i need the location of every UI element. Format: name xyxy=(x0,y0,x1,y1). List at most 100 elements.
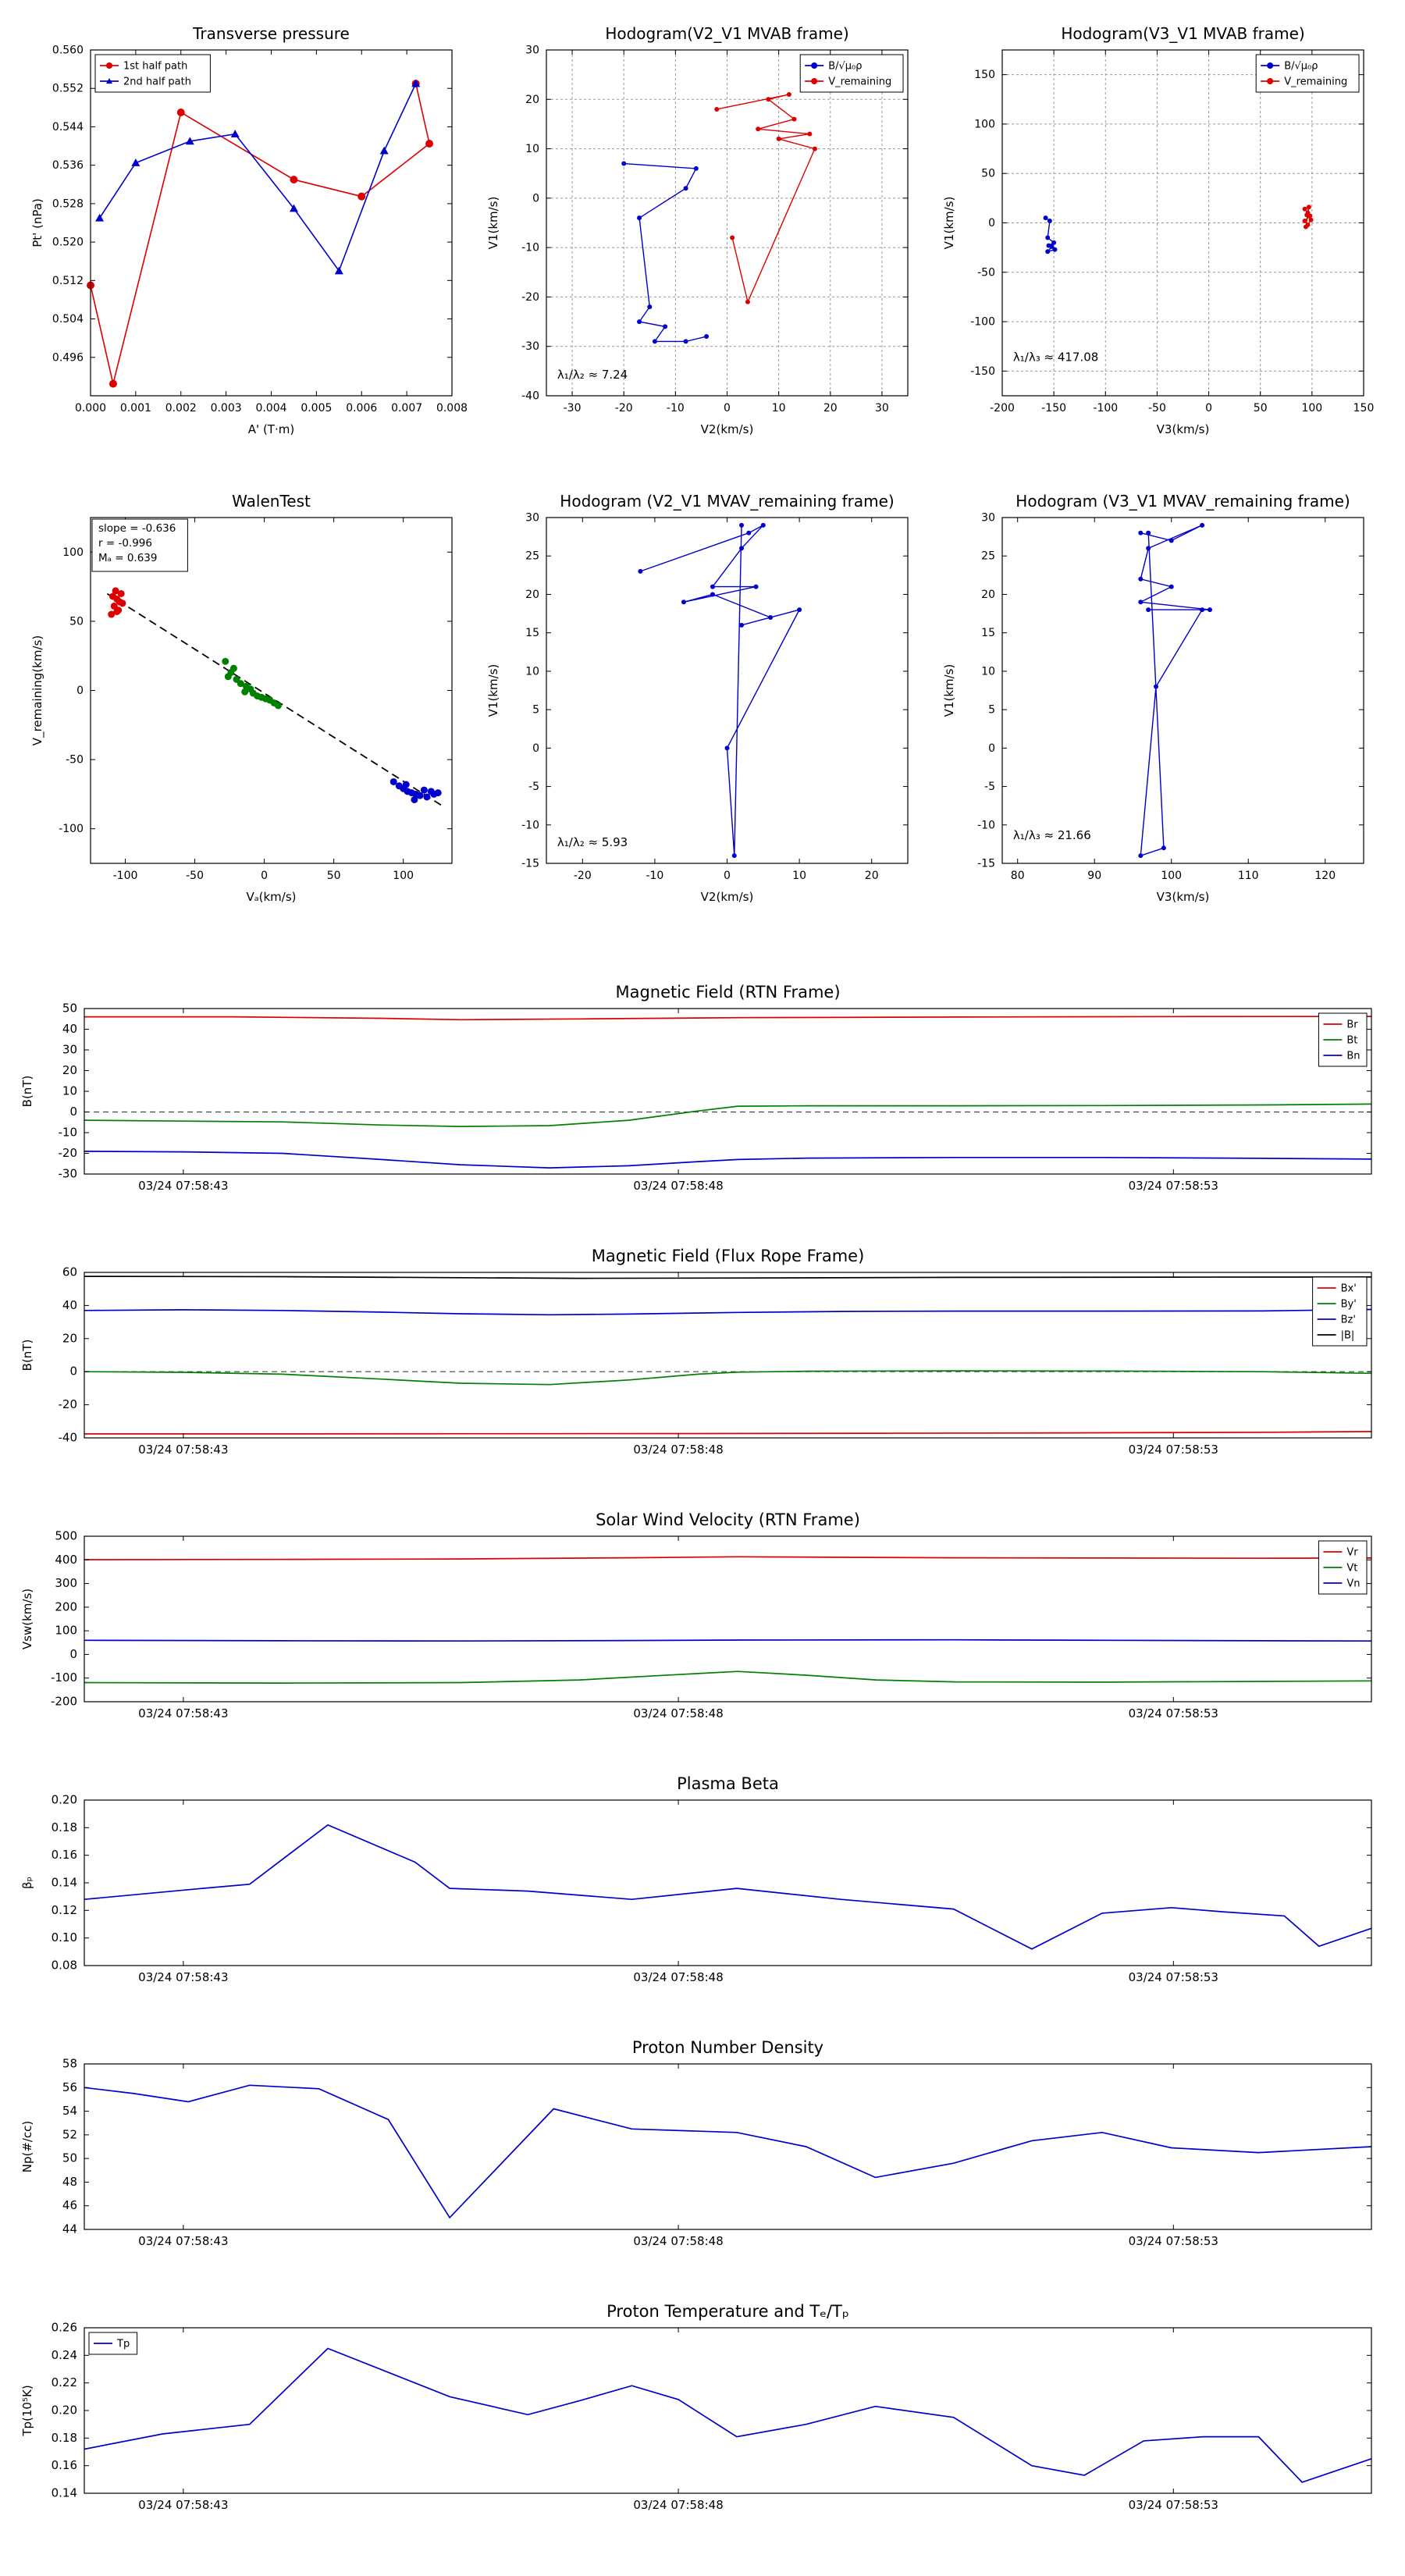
svg-text:V_remaining: V_remaining xyxy=(828,76,891,88)
chart-svg-proton-temp: 03/24 07:58:43 03/24 07:58:48 03/24 07:58:… xyxy=(14,2297,1391,2531)
chart-title-mag-rtn: Magnetic Field (RTN Frame) xyxy=(615,983,840,1002)
svg-text:-50: -50 xyxy=(66,754,84,767)
x-axis-label-hodogram-v3v1-mvav: V3(km/s) xyxy=(1157,890,1210,904)
axes-proton-temp: 03/24 07:58:43 03/24 07:58:48 03/24 07:58:… xyxy=(52,2321,1372,2512)
timeseries-stack: 03/24 07:58:43 03/24 07:58:48 03/24 07:58:… xyxy=(0,977,1405,2534)
axes-vsw-rtn: 03/24 07:58:43 03/24 07:58:48 03/24 07:58:… xyxy=(51,1529,1372,1720)
svg-text:Bt: Bt xyxy=(1346,1035,1357,1047)
svg-text:03/24 07:58:53: 03/24 07:58:53 xyxy=(1129,1179,1218,1193)
svg-text:10: 10 xyxy=(62,1084,77,1098)
axes-hodogram-v3v1-mvab: -200 -150 -100 -50 0 50 100 150 -150 -100 -50 0 50 10… xyxy=(970,49,1374,415)
chart-transverse-pressure: 0.000 0.001 0.002 0.003 0.004 0.005 0.006 0.007… xyxy=(24,11,469,447)
svg-text:0.007: 0.007 xyxy=(391,402,422,415)
chart-svg-hodogram-v3v1-mvab: -200 -150 -100 -50 0 50 100 150 -150 -100 -50 0 50 10… xyxy=(936,11,1381,444)
svg-text:15: 15 xyxy=(525,627,539,639)
svg-text:0.16: 0.16 xyxy=(52,1848,77,1862)
legend-proton-temp: Tp xyxy=(88,2332,138,2355)
svg-text:30: 30 xyxy=(981,512,995,525)
svg-text:-10: -10 xyxy=(977,819,995,831)
svg-text:0: 0 xyxy=(69,1647,77,1661)
chart-svg-mag-fluxrope: 03/24 07:58:43 03/24 07:58:48 03/24 07:58:… xyxy=(14,1241,1391,1475)
svg-text:20: 20 xyxy=(525,589,539,601)
svg-text:0.002: 0.002 xyxy=(165,402,197,415)
svg-text:0.08: 0.08 xyxy=(52,1959,77,1973)
svg-text:48: 48 xyxy=(62,2175,77,2189)
svg-text:-40: -40 xyxy=(59,1431,78,1445)
svg-text:0: 0 xyxy=(988,742,995,755)
svg-text:10: 10 xyxy=(792,870,806,882)
legend-mag-fluxrope: Bx' By' Bz' |B| xyxy=(1312,1276,1368,1347)
svg-text:56: 56 xyxy=(62,2080,77,2094)
series-vsw-rtn xyxy=(84,1556,1372,1684)
svg-text:30: 30 xyxy=(525,44,539,57)
svg-text:0.001: 0.001 xyxy=(120,402,151,415)
svg-text:03/24 07:58:48: 03/24 07:58:48 xyxy=(633,2234,723,2248)
svg-text:0.14: 0.14 xyxy=(52,1876,77,1890)
y-axis-label-vsw-rtn: Vsw(km/s) xyxy=(20,1589,34,1649)
svg-text:-20: -20 xyxy=(574,870,592,882)
svg-text:-30: -30 xyxy=(59,1167,78,1181)
chart-proton-temp: 03/24 07:58:43 03/24 07:58:48 03/24 07:58:… xyxy=(14,2297,1391,2534)
svg-text:50: 50 xyxy=(62,1002,77,1016)
svg-text:-50: -50 xyxy=(977,266,995,279)
chart-plasma-beta: 03/24 07:58:43 03/24 07:58:48 03/24 07:58:… xyxy=(14,1769,1391,2006)
svg-text:03/24 07:58:48: 03/24 07:58:48 xyxy=(633,1970,723,1984)
chart-svg-proton-density: 03/24 07:58:43 03/24 07:58:48 03/24 07:58:… xyxy=(14,2033,1391,2267)
stats-box-walen-test: slope = -0.636 r = -0.996 Mₐ = 0.639 xyxy=(91,518,188,572)
svg-text:-100: -100 xyxy=(51,1670,77,1685)
y-axis-label-mag-fluxrope: B(nT) xyxy=(20,1340,34,1372)
chart-proton-density: 03/24 07:58:43 03/24 07:58:48 03/24 07:58:… xyxy=(14,2033,1391,2270)
svg-text:-100: -100 xyxy=(970,316,995,329)
svg-text:80: 80 xyxy=(1011,870,1025,882)
svg-text:By': By' xyxy=(1341,1299,1357,1311)
svg-text:30: 30 xyxy=(62,1043,77,1057)
svg-text:10: 10 xyxy=(772,402,786,415)
svg-text:0.536: 0.536 xyxy=(52,159,84,172)
svg-text:0: 0 xyxy=(532,192,539,205)
chart-svg-plasma-beta: 03/24 07:58:43 03/24 07:58:48 03/24 07:58:… xyxy=(14,1769,1391,2003)
svg-text:Vn: Vn xyxy=(1346,1578,1360,1590)
y-axis-label-transverse-pressure: Pt' (nPa) xyxy=(30,198,44,247)
svg-text:44: 44 xyxy=(62,2222,77,2236)
chart-hodogram-v3v1-mvab: -200 -150 -100 -50 0 50 100 150 -150 -100 -50 0 50 10… xyxy=(936,11,1381,447)
svg-text:Tp: Tp xyxy=(116,2339,130,2350)
svg-text:03/24 07:58:53: 03/24 07:58:53 xyxy=(1129,1706,1218,1720)
axes-mag-fluxrope: 03/24 07:58:43 03/24 07:58:48 03/24 07:58:… xyxy=(59,1265,1372,1457)
svg-text:0.003: 0.003 xyxy=(211,402,242,415)
svg-text:03/24 07:58:48: 03/24 07:58:48 xyxy=(633,1443,723,1457)
svg-text:0.18: 0.18 xyxy=(52,1820,77,1834)
chart-title-hodogram-v3v1-mvav: Hodogram (V3_V1 MVAV_remaining frame) xyxy=(1016,492,1350,511)
chart-hodogram-v2v1-mvav: -20 -10 0 10 20 -15 -10 -5 0 5 10 15 20 25 30 Hodogram … xyxy=(480,479,925,915)
svg-text:10: 10 xyxy=(525,665,539,678)
axes-walen-test: -100 -50 0 50 100 -100 -50 0 50 100 xyxy=(59,517,453,882)
svg-text:Vt: Vt xyxy=(1346,1563,1357,1574)
axes-hodogram-v2v1-mvav: -20 -10 0 10 20 -15 -10 -5 0 5 10 15 20 25 30 xyxy=(521,512,909,882)
svg-text:-20: -20 xyxy=(59,1397,78,1411)
chart-svg-hodogram-v2v1-mvav: -20 -10 0 10 20 -15 -10 -5 0 5 10 15 20 25 30 Hodogram … xyxy=(480,479,925,912)
svg-text:0.008: 0.008 xyxy=(436,402,468,415)
svg-text:Bn: Bn xyxy=(1346,1051,1360,1062)
annotation-hodogram-v2v1-mvav: λ₁/λ₂ ≈ 5.93 xyxy=(557,835,628,849)
svg-text:0.560: 0.560 xyxy=(52,44,84,57)
legend-hodogram-v2v1-mvab: B/√μ₀ρ V_remaining xyxy=(799,54,904,93)
svg-text:-20: -20 xyxy=(59,1146,78,1160)
chart-title-mag-fluxrope: Magnetic Field (Flux Rope Frame) xyxy=(592,1247,865,1265)
svg-text:0.004: 0.004 xyxy=(255,402,286,415)
svg-text:50: 50 xyxy=(69,615,84,628)
svg-text:20: 20 xyxy=(981,589,995,601)
chart-svg-hodogram-v2v1-mvab: -30 -20 -10 0 10 20 30 -40 -30 -20 -10 0 10 20 30 Hodog… xyxy=(480,11,925,444)
svg-text:20: 20 xyxy=(865,870,879,882)
svg-text:Bx': Bx' xyxy=(1341,1283,1357,1295)
svg-text:-200: -200 xyxy=(990,402,1015,415)
svg-text:-10: -10 xyxy=(59,1126,78,1140)
svg-text:10: 10 xyxy=(525,143,539,155)
axes-hodogram-v2v1-mvab: -30 -20 -10 0 10 20 30 -40 -30 -20 -10 0 10 20 30 xyxy=(521,44,909,415)
svg-text:-100: -100 xyxy=(1093,402,1118,415)
svg-text:50: 50 xyxy=(62,2151,77,2165)
svg-text:-40: -40 xyxy=(521,390,539,403)
svg-text:-5: -5 xyxy=(984,781,995,793)
svg-text:0: 0 xyxy=(69,1105,77,1119)
chart-title-transverse-pressure: Transverse pressure xyxy=(192,24,350,43)
chart-title-hodogram-v2v1-mvab: Hodogram(V2_V1 MVAB frame) xyxy=(605,24,848,43)
